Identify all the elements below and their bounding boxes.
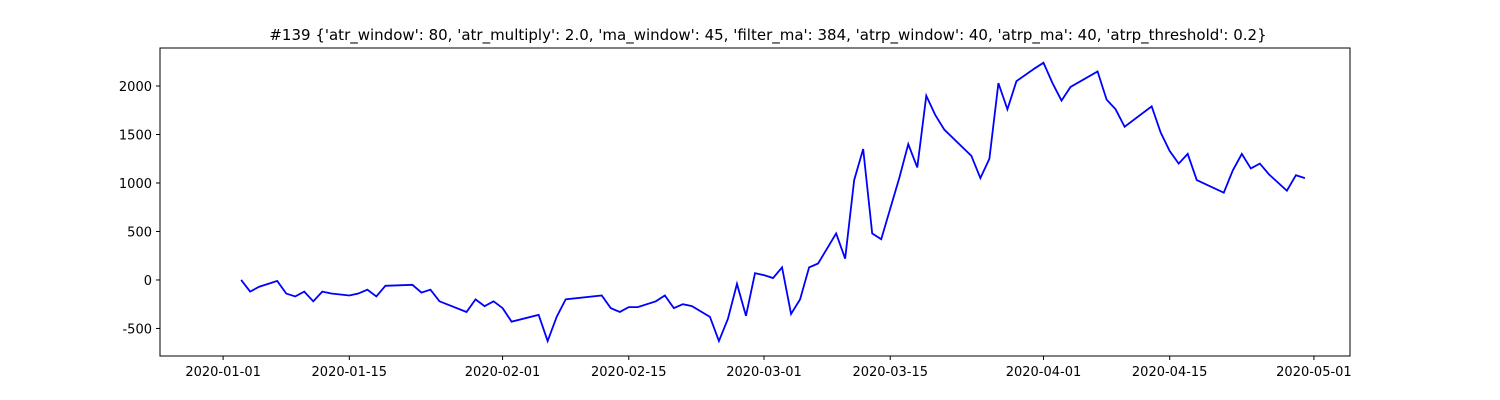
chart-title: #139 {'atr_window': 80, 'atr_multiply': … [269, 26, 1266, 45]
x-tick-label: 2020-03-15 [852, 365, 928, 380]
x-tick-label: 2020-05-01 [1276, 365, 1352, 380]
y-tick-label: 2000 [119, 80, 152, 95]
x-tick-label: 2020-02-15 [591, 365, 667, 380]
x-tick-label: 2020-02-01 [465, 365, 541, 380]
x-tick-label: 2020-01-01 [185, 365, 261, 380]
x-tick-label: 2020-04-15 [1132, 365, 1208, 380]
y-tick-label: 1500 [119, 129, 152, 144]
x-tick-label: 2020-03-01 [726, 365, 802, 380]
y-tick-label: 1000 [119, 177, 152, 192]
y-tick-label: -500 [122, 322, 152, 337]
y-tick-label: 500 [127, 225, 152, 240]
x-tick-label: 2020-01-15 [312, 365, 388, 380]
plot-frame [159, 47, 1351, 357]
data-line [240, 61, 1306, 344]
y-tick-label: 0 [144, 274, 152, 289]
x-tick-label: 2020-04-01 [1006, 365, 1082, 380]
